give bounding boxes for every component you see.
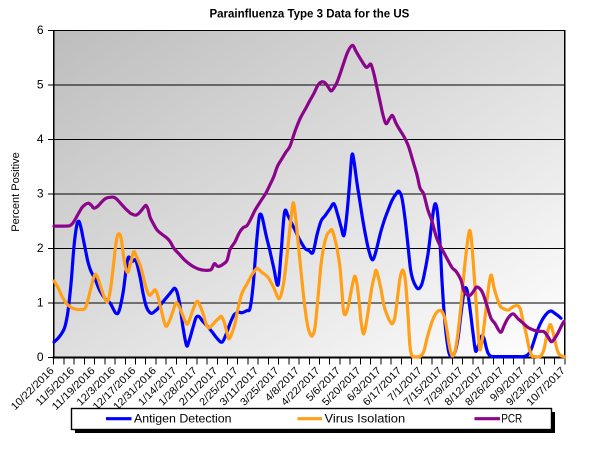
- svg-text:2: 2: [37, 241, 44, 255]
- svg-text:Antigen Detection: Antigen Detection: [134, 411, 232, 425]
- svg-text:Virus Isolation: Virus Isolation: [325, 411, 406, 425]
- svg-text:3: 3: [37, 187, 44, 201]
- svg-text:Percent Positive: Percent Positive: [10, 152, 22, 231]
- svg-text:1: 1: [37, 296, 44, 310]
- svg-text:5: 5: [37, 78, 44, 92]
- svg-text:0: 0: [37, 350, 44, 364]
- svg-text:4: 4: [37, 132, 44, 146]
- svg-text:Parainfluenza Type 3 Data for: Parainfluenza Type 3 Data for the US: [209, 8, 409, 20]
- svg-text:PCR: PCR: [501, 411, 522, 425]
- svg-text:6: 6: [37, 23, 44, 37]
